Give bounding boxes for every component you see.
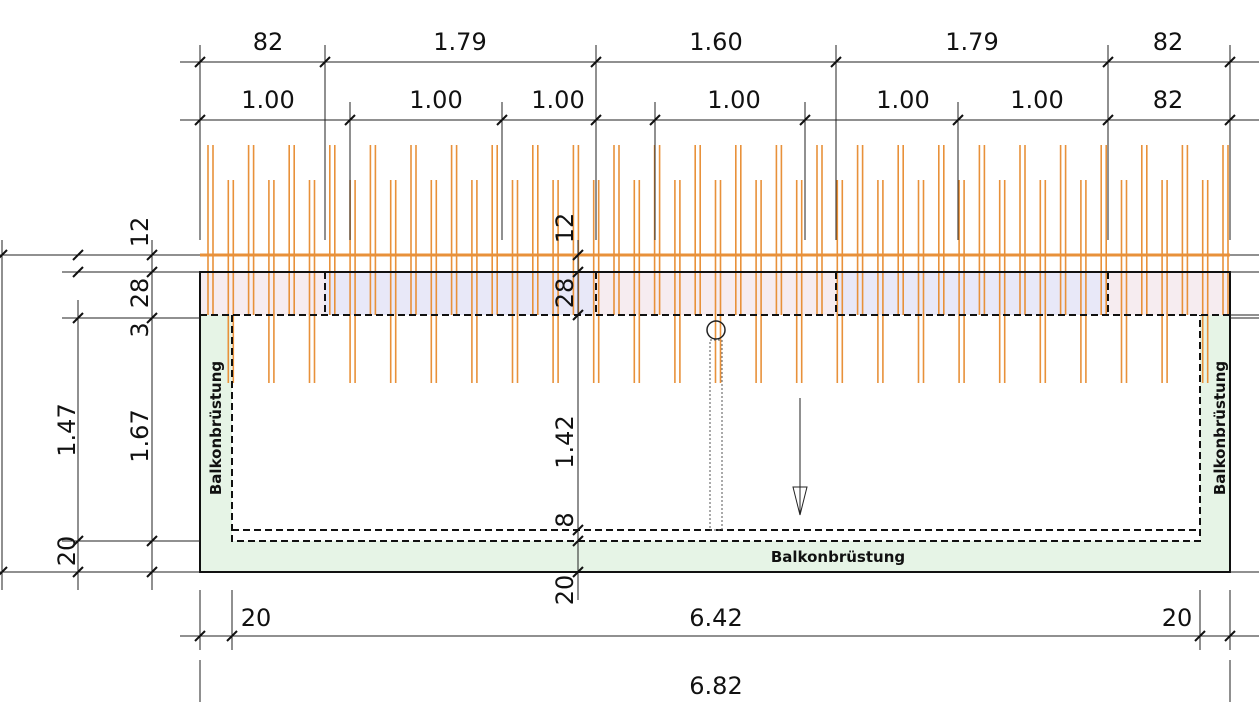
label: Balkonbrüstung [1211, 361, 1229, 495]
dim-tick [572, 535, 584, 547]
dim-tick [194, 56, 206, 68]
label: Balkonbrüstung [771, 548, 905, 566]
dim: 20 [551, 575, 579, 606]
dim: 3 [126, 322, 154, 337]
dim: 1.00 [409, 86, 462, 114]
dim-tick [194, 114, 206, 126]
dim-tick [194, 630, 206, 642]
dim-tick [1102, 56, 1114, 68]
dim-tick [1102, 114, 1114, 126]
dim-tick [72, 566, 84, 578]
dim: 1.00 [707, 86, 760, 114]
dim: 1.79 [945, 28, 998, 56]
dim-tick [496, 114, 508, 126]
dim-tick [1194, 630, 1206, 642]
dim-tick [146, 249, 158, 261]
parapet-inner [231, 315, 1201, 542]
dim: 1.60 [689, 28, 742, 56]
dim-tick [72, 266, 84, 278]
dim: 1.00 [241, 86, 294, 114]
dim: 8 [551, 512, 579, 527]
dim: 6.42 [689, 604, 742, 632]
dim: 28 [126, 278, 154, 309]
dim-tick [649, 114, 661, 126]
dim-tick [1224, 630, 1236, 642]
dim-tick [72, 312, 84, 324]
dim-tick [0, 249, 8, 259]
dim-tick [572, 249, 584, 261]
dim-tick [1224, 114, 1236, 126]
dim: 20 [241, 604, 272, 632]
outline [199, 271, 1231, 573]
dim-tick [146, 566, 158, 578]
dim: 82 [1153, 28, 1184, 56]
dim: 82 [1153, 86, 1184, 114]
dim: 1.79 [433, 28, 486, 56]
dim-tick [572, 524, 584, 536]
dim-tick [146, 266, 158, 278]
dim: 20 [53, 536, 81, 567]
dim-tick [1224, 56, 1236, 68]
dim-tick [952, 114, 964, 126]
dim-tick [590, 114, 602, 126]
dim-tick [572, 266, 584, 278]
dim: 1.42 [551, 415, 579, 468]
dim-tick [146, 535, 158, 547]
dim-tick [799, 114, 811, 126]
dim-tick [344, 114, 356, 126]
dim: 1.00 [1010, 86, 1063, 114]
arrow-head [792, 486, 808, 516]
dim-tick [0, 566, 8, 576]
dim: 1.47 [53, 403, 81, 456]
dim-tick [572, 566, 584, 578]
dim: 20 [1162, 604, 1193, 632]
slab-zone [836, 272, 1108, 315]
dim: 12 [126, 217, 154, 248]
dim-tick [830, 56, 842, 68]
dim: 1.00 [876, 86, 929, 114]
outlines [199, 271, 1231, 573]
dim: 82 [253, 28, 284, 56]
dim: 28 [551, 278, 579, 309]
dimensions: 82 1.79 1.60 1.79 82 1.00 1.00 1.00 1.00… [0, 28, 1259, 702]
dim-tick [319, 56, 331, 68]
dim-tick [72, 249, 84, 261]
dim-tick [226, 630, 238, 642]
column-head [706, 320, 726, 340]
dim: 1.67 [126, 409, 154, 462]
dim-tick [572, 309, 584, 321]
dim-tick [72, 535, 84, 547]
column [709, 339, 723, 531]
dim-tick [146, 312, 158, 324]
label: Balkonbrüstung [207, 361, 225, 495]
dim: 1.00 [531, 86, 584, 114]
dim-tick [590, 56, 602, 68]
dim: 6.82 [689, 672, 742, 700]
dim: 12 [551, 213, 579, 244]
